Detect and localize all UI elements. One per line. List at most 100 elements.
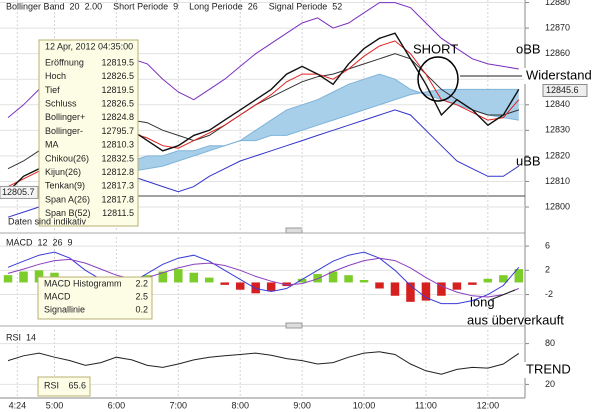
price-tag-label: 12805.7 [2, 187, 35, 197]
x-tick-label: 11:00 [415, 400, 437, 410]
indicator-label: Signal Periode [269, 1, 328, 11]
bar [235, 282, 245, 290]
annotation-bg [524, 68, 600, 84]
x-tick-label: 9:00 [293, 400, 311, 410]
indicator-param: 9 [173, 1, 178, 11]
bar [158, 271, 168, 283]
bar [483, 278, 493, 283]
indicator-label: Long Periode [189, 1, 243, 11]
panel-param: 9 [68, 237, 73, 247]
info-value: 12817.8 [101, 194, 134, 204]
x-tick-label: 8:00 [231, 400, 249, 410]
info-label: Span A(26) [45, 194, 90, 204]
price-tag [542, 83, 588, 97]
annotation: long [470, 294, 495, 309]
y-tick-label: 12860 [545, 48, 570, 58]
indicator-label: Bollinger Band [6, 1, 65, 11]
info-value: 12826.5 [101, 98, 134, 108]
y-tick-label: 20 [545, 379, 555, 389]
bar [251, 282, 260, 294]
x-tick-label: 4:24 [9, 400, 27, 410]
rsi-box [37, 376, 91, 397]
y-tick-label: 2 [545, 265, 550, 275]
y-tick-label: 12810 [545, 176, 570, 186]
bar [406, 282, 415, 302]
info-label: Tenkan(9) [45, 181, 85, 191]
info-box [38, 39, 139, 227]
panel-param: 14 [26, 332, 36, 342]
rsi-box-value: 65.6 [68, 380, 86, 390]
x-tick-label: 6:00 [108, 400, 126, 410]
bar [313, 273, 322, 283]
indicator-param: 26 [248, 1, 258, 11]
annotation: uBB [516, 153, 541, 168]
info-label: Bollinger+ [45, 112, 85, 122]
macd-box [37, 276, 153, 320]
y-tick-label: 12830 [545, 125, 570, 135]
bar [390, 282, 400, 296]
bar [174, 269, 183, 283]
indicator-param: 2.00 [85, 1, 103, 11]
annotation: aus überverkauft [467, 312, 564, 327]
info-value: 12795.7 [101, 126, 134, 136]
series-line [7, 257, 519, 298]
price-tag [0, 185, 39, 199]
annotation: oBB [516, 41, 541, 56]
panel-label: RSI [6, 332, 21, 342]
bar [421, 282, 431, 301]
price-tag-label: 12845.6 [546, 85, 579, 95]
info-value: 12832.5 [101, 153, 134, 163]
splitter [285, 322, 303, 329]
annotation: TREND [526, 361, 571, 376]
y-tick-label: 12870 [545, 22, 570, 32]
splitter [285, 227, 303, 234]
bar [499, 275, 508, 283]
info-date: 12 Apr, 2012 04:35:00 [45, 41, 133, 51]
annotation: SHORT [413, 41, 458, 56]
info-value: 12819.5 [101, 57, 134, 67]
rsi-box-label: RSI [44, 380, 59, 390]
macd-box-label: Signallinie [44, 304, 85, 314]
macd-box-label: MACD Histogramm [44, 278, 122, 288]
panel-param: 26 [53, 237, 63, 247]
x-tick-label: 5:00 [46, 400, 64, 410]
indicator-label: Short Periode [113, 1, 168, 11]
info-value: 12817.3 [101, 181, 134, 191]
y-tick-label: 12880 [545, 0, 570, 7]
macd-box-value: 2.5 [135, 291, 148, 301]
bar [189, 272, 199, 283]
bar [34, 270, 44, 283]
info-label: Bollinger- [45, 126, 83, 136]
annotation-bg [524, 362, 580, 378]
series-line [7, 251, 520, 305]
x-tick-label: 12:00 [477, 400, 500, 410]
info-label: Chikou(26) [45, 153, 89, 163]
bar [205, 277, 214, 283]
bar [297, 278, 307, 283]
bar [452, 282, 462, 290]
y-tick-label: 12800 [545, 201, 570, 211]
bar [468, 282, 477, 285]
bar [437, 282, 446, 296]
bar [344, 275, 353, 283]
x-tick-label: 10:00 [353, 400, 376, 410]
series-line [7, 351, 520, 375]
info-value: 12819.5 [101, 85, 134, 95]
info-value: 12810.3 [101, 140, 134, 150]
bar [514, 269, 524, 283]
y-tick-label: -2 [545, 289, 553, 299]
bar [282, 282, 291, 287]
info-label: Schluss [45, 98, 77, 108]
bar [266, 282, 276, 291]
y-tick-label: 6 [545, 240, 550, 250]
info-label: Tief [45, 85, 60, 95]
info-value: 12811.5 [102, 208, 134, 218]
x-tick-label: 7:00 [170, 400, 188, 410]
bar [19, 271, 28, 283]
info-value: 12824.8 [101, 112, 134, 122]
info-label: Span B(52) [45, 208, 91, 218]
arrow [489, 289, 516, 301]
bar [3, 275, 13, 283]
info-value: 12812.8 [101, 167, 134, 177]
